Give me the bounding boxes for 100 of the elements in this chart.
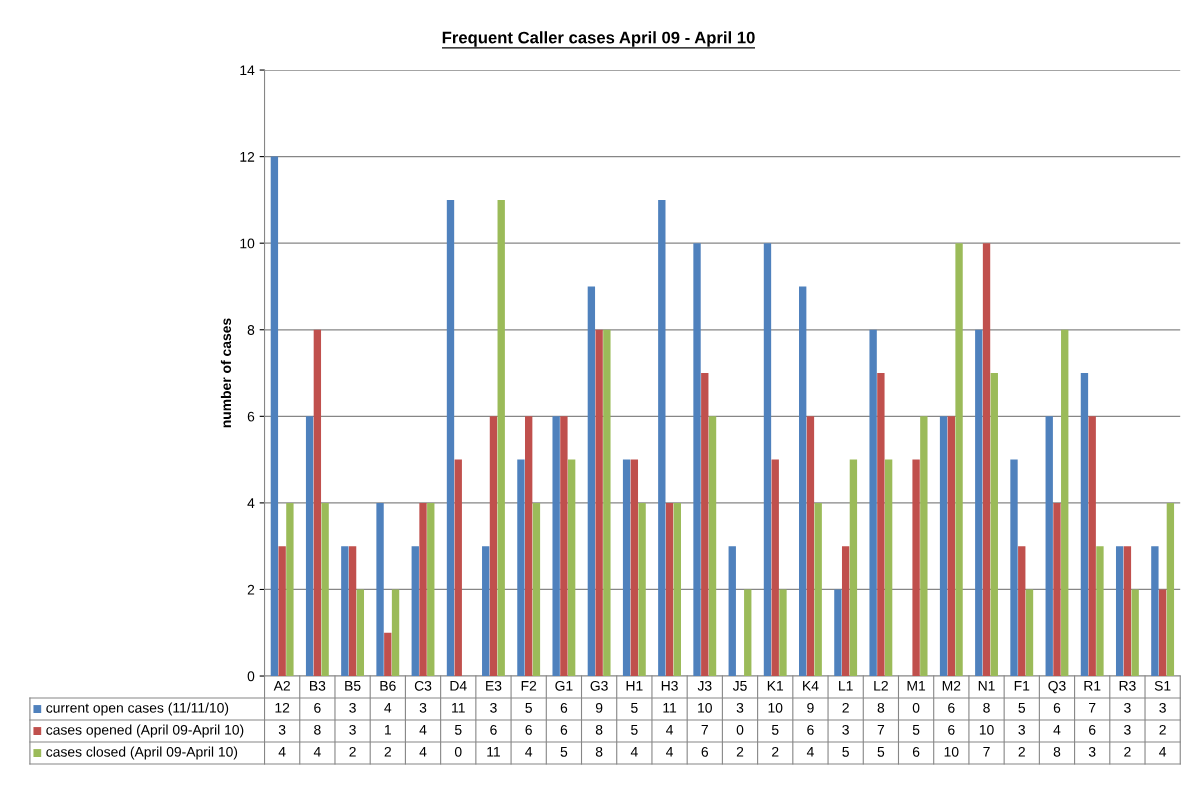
data-label: 2 bbox=[384, 746, 391, 757]
x-tick-label: F2 bbox=[521, 680, 537, 691]
data-label: 6 bbox=[1053, 702, 1061, 713]
bar bbox=[1025, 589, 1034, 677]
data-label: 6 bbox=[912, 746, 920, 757]
bar bbox=[1080, 373, 1089, 677]
bar bbox=[391, 589, 400, 677]
bar bbox=[517, 459, 525, 677]
data-label: 0 bbox=[454, 746, 462, 757]
y-tick-label: 12 bbox=[240, 151, 255, 162]
bar bbox=[525, 416, 533, 677]
y-tick-label: 0 bbox=[247, 671, 255, 682]
data-label: 10 bbox=[944, 746, 959, 757]
data-label: 6 bbox=[560, 724, 568, 735]
data-label: 4 bbox=[419, 747, 427, 757]
bar bbox=[975, 329, 983, 677]
data-label: 2 bbox=[736, 746, 744, 757]
x-tick-label: G1 bbox=[555, 680, 573, 691]
data-label: 6 bbox=[525, 724, 532, 735]
y-tick-label: 8 bbox=[247, 325, 255, 335]
legend-label: cases closed (April 09-April 10) bbox=[46, 746, 238, 760]
bar bbox=[454, 459, 462, 677]
bar bbox=[1053, 502, 1061, 677]
data-label: 3 bbox=[419, 702, 427, 713]
data-label: 3 bbox=[736, 702, 744, 713]
bar bbox=[482, 546, 490, 677]
bar bbox=[376, 502, 384, 677]
x-tick-label: E3 bbox=[486, 680, 502, 691]
bar bbox=[1131, 589, 1139, 677]
data-label: 6 bbox=[560, 702, 568, 713]
bar bbox=[532, 502, 541, 677]
x-tick-label: D4 bbox=[450, 681, 467, 691]
data-label: 4 bbox=[1159, 747, 1167, 757]
bar bbox=[489, 416, 498, 677]
bar bbox=[587, 286, 596, 677]
data-label: 4 bbox=[278, 747, 286, 757]
data-label: 11 bbox=[452, 703, 465, 713]
x-tick-label: G3 bbox=[590, 680, 608, 691]
bar bbox=[799, 286, 807, 677]
data-label: 2 bbox=[1124, 746, 1131, 757]
data-label: 6 bbox=[948, 702, 955, 713]
bar bbox=[1010, 459, 1018, 677]
x-tick-label: H3 bbox=[661, 680, 678, 691]
data-label: 5 bbox=[454, 725, 462, 735]
bar bbox=[638, 502, 646, 677]
data-label: 3 bbox=[349, 724, 356, 735]
bar bbox=[427, 502, 435, 677]
bar bbox=[356, 589, 365, 677]
bar bbox=[1061, 329, 1069, 677]
data-label: 4 bbox=[313, 747, 321, 757]
bar bbox=[982, 243, 991, 677]
bar bbox=[939, 416, 948, 677]
x-tick-label: M2 bbox=[942, 680, 961, 691]
x-tick-label: N1 bbox=[978, 681, 995, 691]
bar bbox=[658, 199, 666, 677]
bar bbox=[763, 243, 772, 677]
data-label: 8 bbox=[983, 702, 990, 713]
bar bbox=[384, 632, 392, 677]
data-label: 3 bbox=[842, 724, 849, 735]
data-label: 4 bbox=[666, 747, 674, 757]
bar bbox=[708, 416, 717, 677]
data-label: 0 bbox=[736, 724, 744, 735]
x-tick-label: H1 bbox=[626, 681, 643, 691]
data-label: 6 bbox=[314, 702, 321, 713]
bar bbox=[1088, 416, 1096, 677]
data-label: 8 bbox=[595, 724, 603, 735]
bar bbox=[884, 459, 893, 677]
data-label: 5 bbox=[877, 747, 885, 757]
bar bbox=[419, 502, 427, 677]
y-tick-label: 6 bbox=[247, 411, 255, 422]
bar bbox=[348, 546, 357, 677]
data-label: 5 bbox=[771, 725, 779, 735]
data-label: 10 bbox=[979, 724, 994, 735]
bar bbox=[744, 589, 752, 677]
x-tick-label: R1 bbox=[1084, 681, 1101, 691]
bar bbox=[446, 199, 455, 677]
bar bbox=[341, 546, 349, 677]
data-label: 10 bbox=[698, 702, 712, 713]
data-label: 12 bbox=[275, 702, 290, 713]
legend-label: cases opened (April 09-April 10) bbox=[46, 724, 244, 738]
bar bbox=[869, 329, 877, 677]
bar bbox=[497, 199, 505, 677]
data-label: 8 bbox=[1053, 746, 1061, 757]
bar bbox=[1018, 546, 1026, 677]
bar bbox=[673, 502, 681, 677]
bar bbox=[728, 546, 736, 677]
x-tick-label: J5 bbox=[732, 681, 747, 691]
bar bbox=[806, 416, 815, 677]
data-label: 4 bbox=[1053, 725, 1061, 735]
data-label: 4 bbox=[666, 725, 674, 735]
x-tick-label: L2 bbox=[874, 680, 888, 691]
y-tick-label: 14 bbox=[240, 65, 255, 76]
bar bbox=[1151, 546, 1159, 677]
data-label: 7 bbox=[877, 725, 885, 735]
data-label: 9 bbox=[807, 702, 814, 713]
x-tick-label: F1 bbox=[1014, 681, 1030, 691]
bar bbox=[411, 546, 419, 677]
data-label: 7 bbox=[701, 725, 708, 735]
bar bbox=[841, 546, 850, 677]
bar bbox=[877, 373, 885, 677]
